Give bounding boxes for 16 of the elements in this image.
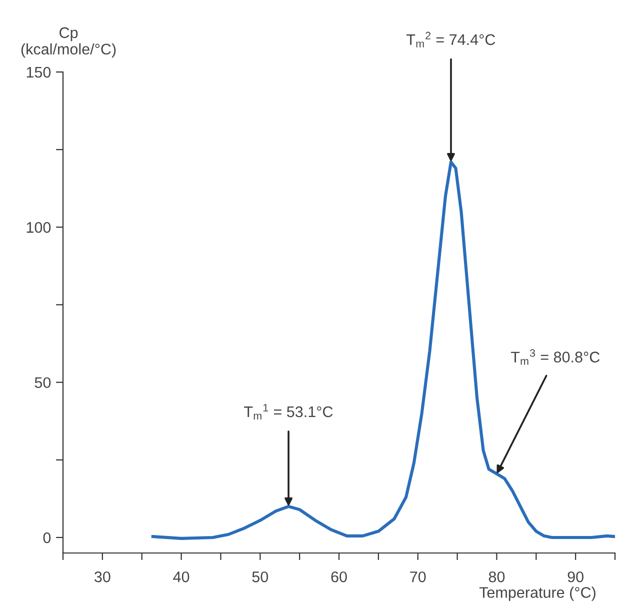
y-tick-label: 50 [34, 377, 51, 388]
x-tick-label: 40 [173, 571, 190, 582]
x-tick-label: 80 [488, 571, 505, 582]
x-tick-label: 60 [331, 571, 347, 582]
annotation: T$_{m}$$^{1}$ = 53.1°C [244, 404, 333, 420]
x-tick-label: 90 [568, 571, 584, 582]
annotation: T$_{m}$$^{3}$ = 80.8°C [510, 349, 600, 365]
annotation: T$_{m}$$^{2}$ = 74.4°C [406, 32, 496, 48]
x-tick-label: 70 [410, 571, 426, 582]
x-axis-title: Temperature (°C) [479, 586, 596, 601]
y-tick-label: 0 [43, 532, 51, 544]
x-tick-label: 50 [252, 571, 268, 582]
y-axis-title: Cp (kcal/mole/°C) [21, 27, 116, 58]
y-tick-label: 150 [26, 66, 51, 78]
y-tick-label: 100 [26, 222, 51, 233]
x-tick-label: 30 [94, 571, 110, 582]
